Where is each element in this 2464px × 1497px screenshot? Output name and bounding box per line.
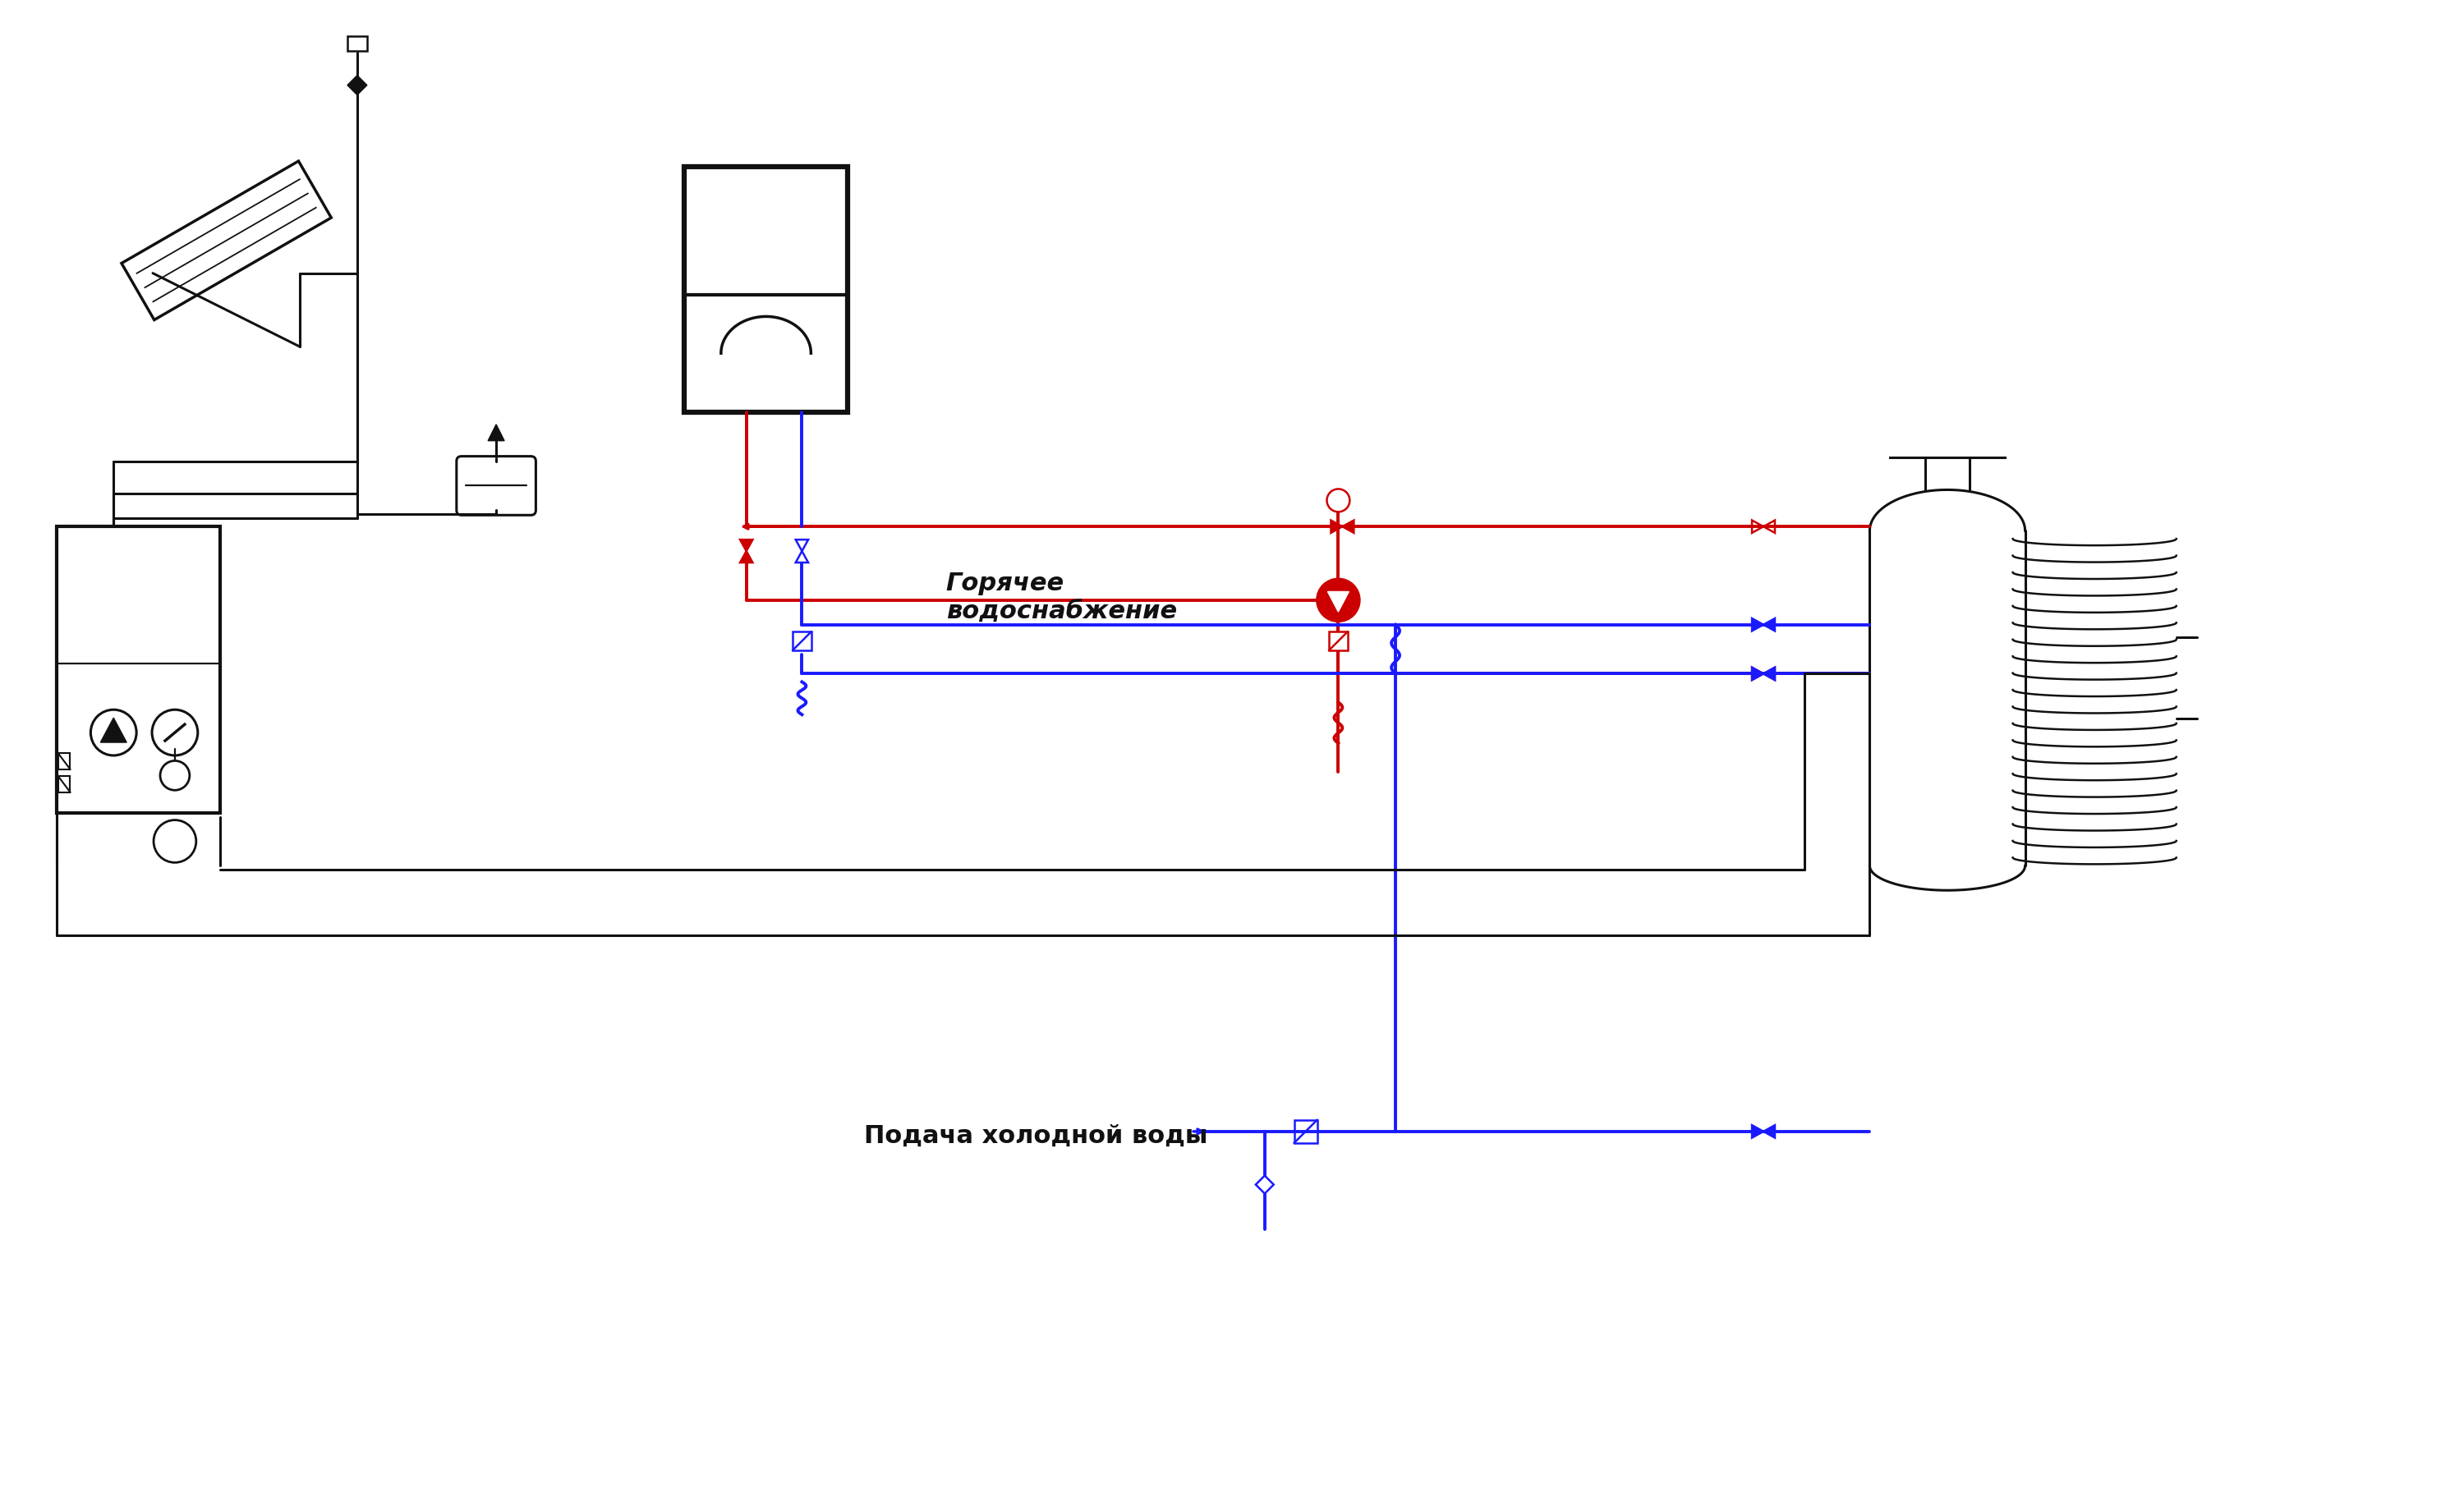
Bar [793,632,811,650]
Polygon shape [1343,521,1353,533]
Circle shape [1326,490,1350,512]
Polygon shape [1752,668,1764,680]
Polygon shape [1764,618,1774,630]
Polygon shape [488,424,505,440]
Polygon shape [101,719,126,743]
Circle shape [91,710,136,756]
Polygon shape [1764,668,1774,680]
Bar [59,753,69,769]
Polygon shape [1752,668,1764,680]
Polygon shape [1764,668,1774,680]
Polygon shape [1257,1175,1274,1193]
Polygon shape [1764,1126,1774,1138]
Bar [57,527,219,813]
Bar [1328,632,1348,650]
Bar [59,775,69,792]
Circle shape [153,710,197,756]
Circle shape [1318,579,1360,621]
Circle shape [160,760,190,790]
Text: Подача холодной воды: Подача холодной воды [865,1124,1207,1148]
FancyBboxPatch shape [456,457,535,515]
Polygon shape [1331,521,1343,533]
Text: Горячее
водоснабжение: Горячее водоснабжение [946,572,1178,623]
Polygon shape [347,75,367,94]
Polygon shape [1752,618,1764,630]
Polygon shape [1752,1126,1764,1138]
Bar [685,166,848,412]
Polygon shape [121,162,330,320]
Bar [1294,1120,1318,1142]
Bar [347,36,367,51]
Polygon shape [1328,591,1348,612]
Polygon shape [739,539,752,551]
Circle shape [153,820,197,862]
Polygon shape [739,551,752,563]
